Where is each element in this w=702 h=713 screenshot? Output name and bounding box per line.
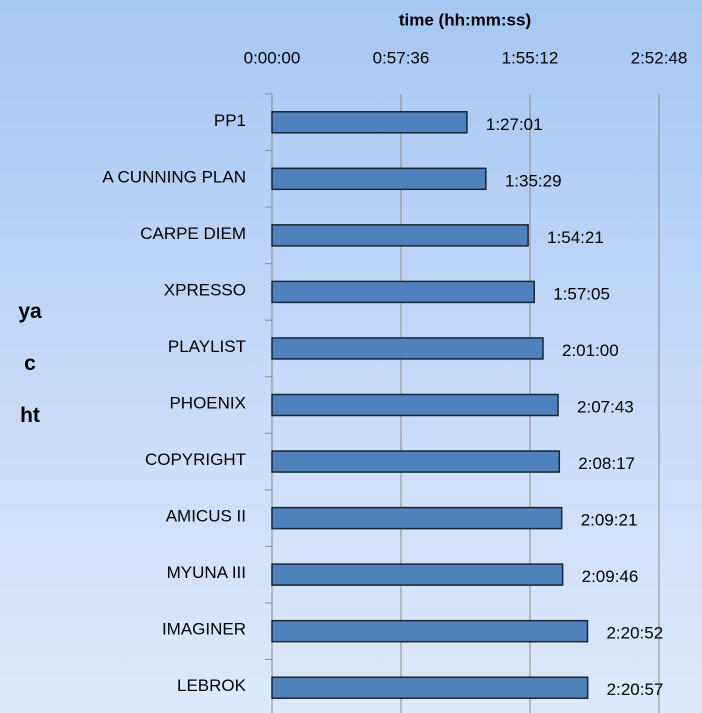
data-label: 2:20:52 [606, 624, 663, 643]
x-tick-label: 1:55:12 [502, 48, 559, 67]
bar [271, 676, 589, 699]
bar [271, 563, 564, 586]
data-label: 2:07:43 [577, 397, 634, 416]
bar [271, 167, 487, 191]
bar [271, 224, 529, 247]
y-tick-label: A CUNNING PLAN [102, 167, 246, 186]
data-label: 1:54:21 [547, 228, 604, 247]
bar [271, 450, 561, 473]
x-tick-label: 0:57:36 [373, 48, 430, 67]
data-label: 1:27:01 [486, 115, 543, 134]
y-tick-label: PLAYLIST [168, 337, 246, 356]
bar [271, 393, 559, 417]
y-tick-label: XPRESSO [164, 280, 246, 299]
bar [271, 619, 589, 643]
x-tick-label: 2:52:48 [631, 48, 688, 67]
bar [271, 111, 468, 134]
data-label: 2:01:00 [562, 341, 619, 360]
y-tick-label: CARPE DIEM [140, 224, 246, 243]
y-tick-label: MYUNA III [167, 563, 246, 582]
bar [271, 506, 563, 530]
y-axis-title: yacht [18, 300, 42, 427]
data-label: 2:09:46 [582, 567, 639, 586]
y-tick-label: PP1 [214, 111, 246, 130]
bar [271, 337, 544, 360]
data-label: 1:35:29 [505, 171, 562, 190]
y-tick-label: LEBROK [177, 676, 247, 695]
x-tick-label: 0:00:00 [244, 48, 301, 67]
x-axis-title: time (hh:mm:ss) [399, 10, 531, 29]
data-label: 2:08:17 [578, 454, 635, 473]
y-tick-label: COPYRIGHT [145, 450, 246, 469]
y-tick-label: PHOENIX [169, 393, 246, 412]
y-tick-label: IMAGINER [162, 620, 246, 639]
bar [271, 280, 535, 304]
data-label: 2:09:21 [581, 511, 638, 530]
data-label: 2:20:57 [607, 680, 664, 699]
y-tick-label: AMICUS II [166, 507, 246, 526]
data-label: 1:57:05 [553, 284, 610, 303]
